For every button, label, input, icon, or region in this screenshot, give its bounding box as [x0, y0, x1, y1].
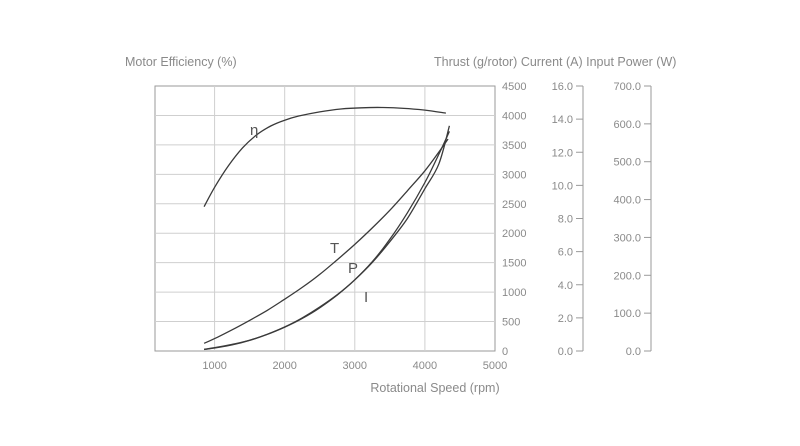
power-tick-label: 0.0	[626, 346, 641, 358]
current-tick-label: 14.0	[552, 114, 573, 126]
current-tick-label: 2.0	[558, 313, 573, 325]
power-tick-label: 100.0	[613, 308, 641, 320]
current-tick-label: 8.0	[558, 214, 573, 226]
thrust-tick-label: 2500	[502, 199, 526, 211]
thrust-tick-label: 0	[502, 346, 508, 358]
power-tick-label: 600.0	[613, 119, 641, 131]
x-tick-label: 4000	[413, 360, 437, 372]
power-tick-label: 200.0	[613, 270, 641, 282]
series-lines	[203, 106, 451, 351]
series-line-3	[204, 125, 451, 350]
thrust-tick-label: 1500	[502, 258, 526, 270]
right-axes-title: Thrust (g/rotor) Current (A) Input Power…	[434, 55, 676, 69]
current-tick-label: 0.0	[558, 346, 573, 358]
power-tick-label: 700.0	[613, 81, 641, 93]
plot-grid	[154, 85, 496, 352]
thrust-tick-label: 2000	[502, 228, 526, 240]
power-tick-label: 300.0	[613, 232, 641, 244]
left-axis-title: Motor Efficiency (%)	[125, 55, 237, 69]
x-axis-title: Rotational Speed (rpm)	[370, 381, 499, 395]
plot-frame	[154, 85, 496, 352]
x-tick-label: 3000	[343, 360, 367, 372]
thrust-tick-label: 4500	[502, 81, 526, 93]
power-tick-label: 500.0	[613, 157, 641, 169]
thrust-tick-label: 4000	[502, 110, 526, 122]
axes: 1000 2000 3000 4000 5000 0 500 1000 1500 2000 2500…	[202, 81, 652, 372]
thrust-tick-label: 3000	[502, 169, 526, 181]
series-line-0	[203, 106, 446, 208]
current-tick-label: 12.0	[552, 147, 573, 159]
power-tick-label: 400.0	[613, 195, 641, 207]
current-tick-label: 4.0	[558, 280, 573, 292]
series-label-2: P	[348, 260, 358, 277]
thrust-tick-label: 3500	[502, 140, 526, 152]
current-tick-label: 16.0	[552, 81, 573, 93]
thrust-tick-label: 500	[502, 317, 520, 329]
thrust-tick-label: 1000	[502, 287, 526, 299]
x-tick-label: 5000	[483, 360, 507, 372]
current-tick-label: 6.0	[558, 247, 573, 259]
x-tick-label: 2000	[272, 360, 296, 372]
series-label-3: I	[364, 289, 368, 306]
x-tick-label: 1000	[202, 360, 226, 372]
series-line-1	[203, 138, 449, 344]
series-annotations: η TPI	[250, 122, 368, 306]
series-label-1: T	[330, 240, 339, 257]
current-tick-label: 10.0	[552, 180, 573, 192]
series-line-2	[203, 131, 450, 351]
series-label-0: η	[250, 122, 258, 139]
